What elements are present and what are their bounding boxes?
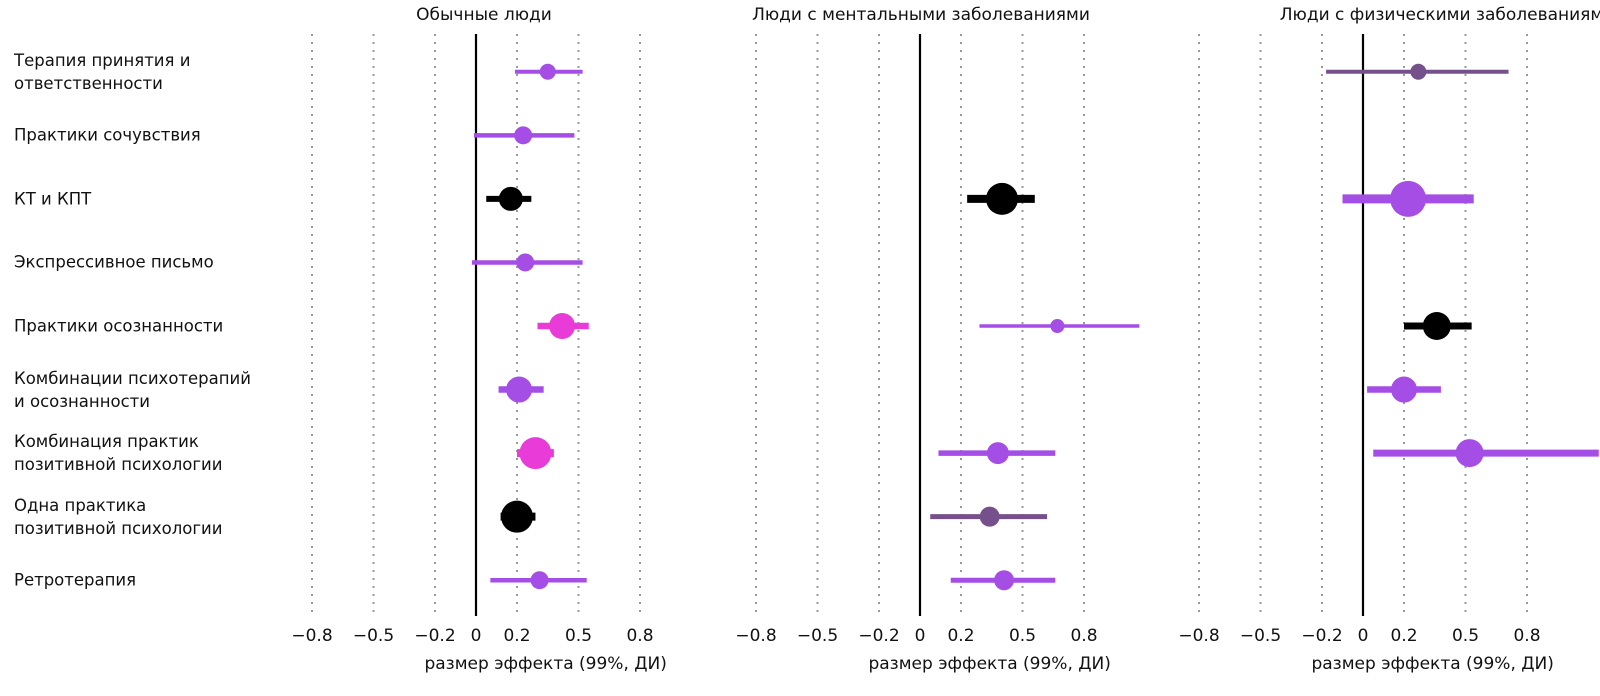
x-axis-label: размер эффекта (99%, ДИ) [424,654,666,674]
point-estimate [1390,180,1427,217]
x-tick-label: 0 [1358,626,1369,646]
x-tick-label: −0.8 [735,626,776,646]
point-estimate [549,313,576,339]
category-label: Ретротерапия [14,570,137,590]
x-tick-label: −0.2 [1301,626,1342,646]
point-estimate [1391,376,1417,403]
category-label: Одна практика позитивной психологии [14,495,223,538]
point-estimate [986,442,1009,465]
x-axis-label: размер эффекта (99%, ДИ) [1311,654,1553,674]
x-tick-label: 0.8 [1513,626,1540,646]
x-tick-label: 0 [915,626,926,646]
point-estimate [514,126,533,145]
point-estimate [506,376,533,403]
x-tick-label: −0.8 [1178,626,1219,646]
category-label: Комбинации психотерапий и осознанности [14,368,252,411]
category-label: Практики осознанности [14,316,224,336]
x-tick-label: −0.5 [797,626,838,646]
category-label: Экспрессивное письмо [14,252,214,272]
x-tick-label: 0.5 [1452,626,1479,646]
x-axis-label: размер эффекта (99%, ДИ) [868,654,1110,674]
x-tick-label: −0.2 [414,626,455,646]
point-estimate [501,500,533,533]
point-estimate [1422,312,1451,340]
category-label: КТ и КПТ [14,189,92,209]
x-tick-label: −0.8 [291,626,332,646]
x-tick-label: 0.8 [626,626,653,646]
x-tick-label: 0.8 [1070,626,1097,646]
category-label: Практики сочувствия [14,125,201,145]
category-label: Комбинация практик позитивной психологии [14,432,223,475]
point-estimate [1455,439,1484,468]
point-estimate [498,186,523,211]
x-tick-label: 0.5 [1009,626,1036,646]
x-tick-label: −0.5 [353,626,394,646]
x-tick-label: −0.5 [1240,626,1281,646]
x-tick-label: −0.2 [858,626,899,646]
point-estimate [979,506,1000,527]
panel-title: Обычные люди [416,5,552,25]
point-estimate [994,570,1015,591]
x-tick-label: 0.2 [947,626,974,646]
x-tick-label: 0.2 [1390,626,1417,646]
point-estimate [1050,319,1065,333]
point-estimate [530,571,549,590]
point-estimate [539,63,556,80]
x-tick-label: 0.5 [565,626,592,646]
x-tick-label: 0.2 [503,626,530,646]
point-estimate [519,437,552,470]
category-label: Терапия принятия и ответственности [14,50,191,93]
point-estimate [986,182,1018,215]
x-tick-label: 0 [471,626,482,646]
point-estimate [1410,63,1427,80]
panel-title: Люди с ментальными заболеваниями [752,5,1090,25]
point-estimate [516,253,535,272]
panel-title: Люди с физическими заболеваниями [1280,5,1600,25]
